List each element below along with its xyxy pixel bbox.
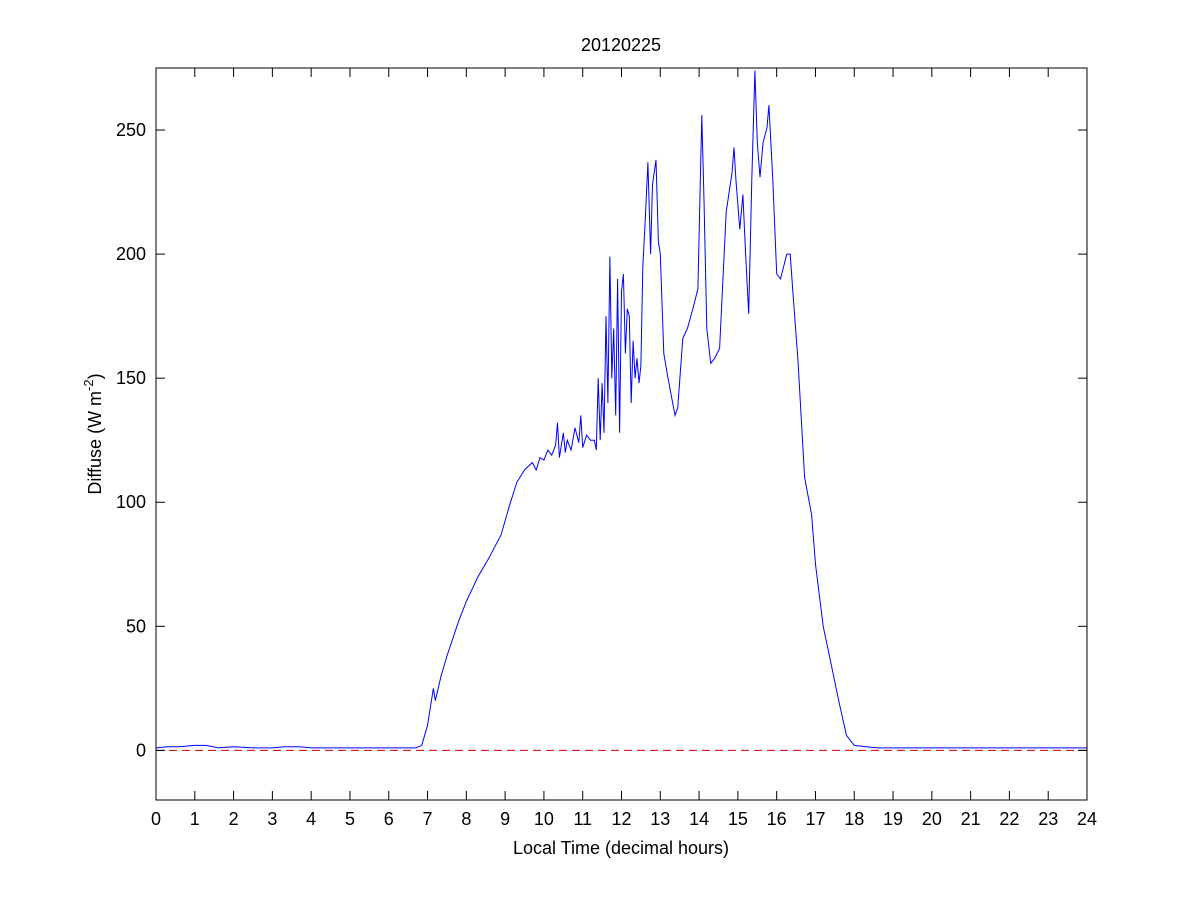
plot-area [156, 68, 1087, 800]
x-tick-label: 6 [384, 809, 394, 829]
y-tick-label: 50 [126, 616, 146, 636]
x-tick-label: 9 [500, 809, 510, 829]
diffuse-series-line [155, 70, 1087, 749]
y-axis-label-main: Diffuse (W m [85, 391, 105, 495]
y-tick-label: 0 [136, 740, 146, 760]
x-tick-label: 8 [461, 809, 471, 829]
x-tick-label: 11 [573, 809, 592, 829]
x-tick-label: 13 [650, 809, 670, 829]
x-tick-label: 16 [767, 809, 787, 829]
x-tick-label: 18 [844, 809, 864, 829]
y-axis-label-superscript: -2 [81, 379, 96, 391]
x-tick-label: 22 [999, 809, 1019, 829]
y-tick-label: 250 [116, 120, 146, 140]
x-tick-label: 3 [267, 809, 277, 829]
x-tick-label: 4 [306, 809, 316, 829]
x-axis-label: Local Time (decimal hours) [513, 838, 729, 858]
x-tick-label: 10 [534, 809, 554, 829]
y-axis-label: Diffuse (W m-2) [81, 373, 105, 494]
x-tick-label: 5 [345, 809, 355, 829]
x-tick-label: 17 [805, 809, 825, 829]
x-tick-label: 14 [689, 809, 709, 829]
x-tick-label: 19 [883, 809, 903, 829]
x-tick-label: 12 [611, 809, 631, 829]
x-tick-label: 1 [190, 809, 200, 829]
y-tick-label: 100 [116, 492, 146, 512]
x-tick-label: 2 [229, 809, 239, 829]
x-tick-label: 7 [423, 809, 433, 829]
x-tick-label: 0 [151, 809, 161, 829]
y-axis-label-suffix: ) [85, 373, 105, 379]
x-tick-label: 23 [1038, 809, 1058, 829]
x-tick-label: 20 [922, 809, 942, 829]
y-tick-label: 150 [116, 368, 146, 388]
x-tick-label: 15 [728, 809, 748, 829]
y-tick-label: 200 [116, 244, 146, 264]
chart-title: 20120225 [581, 35, 661, 55]
x-tick-label: 24 [1077, 809, 1097, 829]
x-tick-label: 21 [961, 809, 981, 829]
